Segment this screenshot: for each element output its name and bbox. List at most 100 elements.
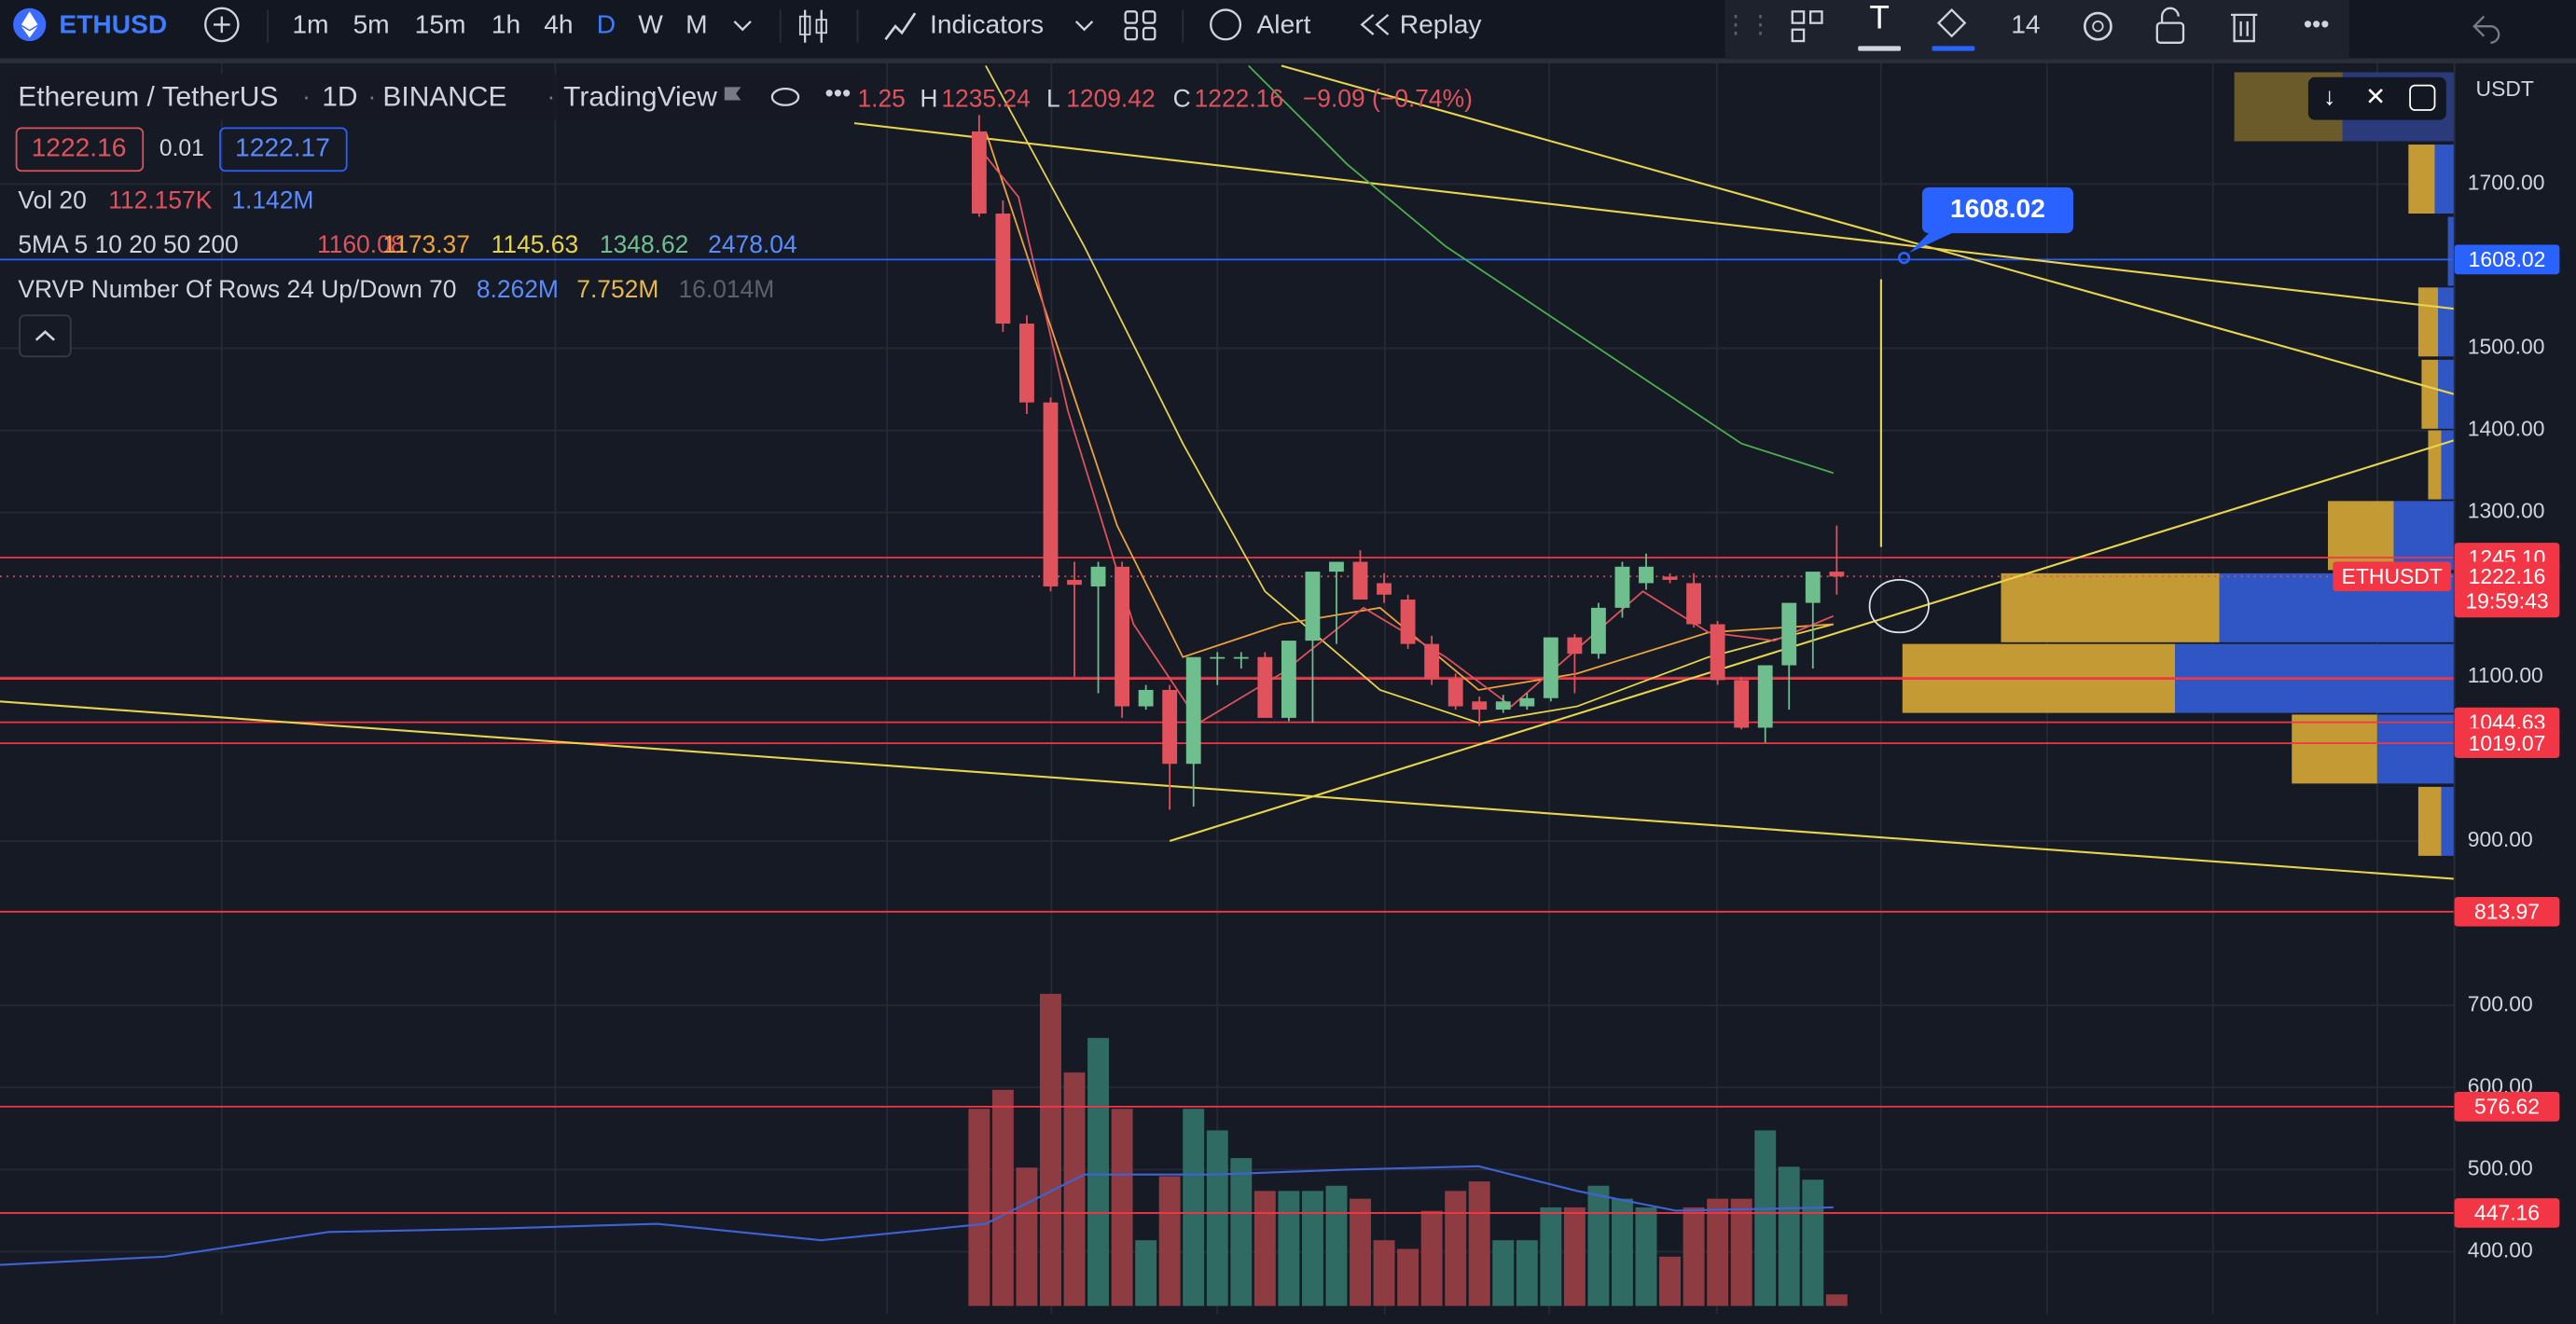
ma-label: 5MA 5 10 20 50 200 xyxy=(18,230,238,258)
y-tick-label: 900.00 xyxy=(2468,827,2533,851)
volume-bar xyxy=(1135,1240,1157,1306)
interval-button[interactable]: M xyxy=(686,9,707,39)
bid[interactable]: 1222.16 xyxy=(32,132,127,162)
candle-body xyxy=(1710,624,1725,681)
callout-label: 1608.02 xyxy=(1950,193,2045,223)
price-axis-labels: 1700.00 1500.00 1400.00 1300.00 1100.00 900.0… xyxy=(2333,170,2560,1262)
interval-button[interactable]: 1m xyxy=(292,9,328,39)
candle-body xyxy=(1400,600,1416,644)
volume-bar xyxy=(991,1089,1014,1306)
volume-bar xyxy=(1802,1179,1824,1306)
volume-bar xyxy=(1707,1198,1729,1306)
candle-body xyxy=(1115,566,1130,707)
ma-value: 1160.08 xyxy=(317,230,404,258)
volume-bar xyxy=(1825,1294,1848,1306)
symbol-button[interactable]: ETHUSD xyxy=(59,9,167,39)
volume-bar xyxy=(1087,1038,1109,1306)
currency-label[interactable]: USDT xyxy=(2476,76,2534,101)
ohlc-close: 1222.16 xyxy=(1195,84,1283,112)
candle-body xyxy=(1090,566,1106,586)
candle-body xyxy=(1757,665,1773,728)
horizontal-levels xyxy=(0,258,2455,1214)
volume-bar xyxy=(1253,1191,1276,1306)
chart-buttons[interactable]: ↓ ✕ xyxy=(2307,76,2446,120)
level-label: 576.62 xyxy=(2474,1095,2540,1119)
volume-bar xyxy=(1468,1181,1490,1306)
ma-value: 2478.04 xyxy=(708,230,796,258)
y-tick-label: 1300.00 xyxy=(2468,499,2545,523)
svg-text:↓: ↓ xyxy=(2323,83,2335,111)
level-label: 813.97 xyxy=(2474,900,2540,924)
vrvp-value: 8.262M xyxy=(477,275,559,303)
volume-bar xyxy=(1445,1191,1467,1306)
candle-body xyxy=(1734,680,1750,728)
svg-text:✕: ✕ xyxy=(2365,83,2386,111)
ma-value: 1145.63 xyxy=(492,230,578,258)
interval-button[interactable]: D xyxy=(597,9,616,39)
interval-button[interactable]: W xyxy=(638,9,663,39)
vrvp-label: VRVP Number Of Rows 24 Up/Down 70 xyxy=(18,275,456,303)
candle-body xyxy=(1495,701,1511,710)
candle-body xyxy=(1138,689,1154,707)
price-callout: 1608.02 xyxy=(1908,186,2073,254)
volume-bar xyxy=(1278,1191,1300,1306)
candle-body xyxy=(1281,641,1296,718)
alert-button[interactable]: Alert xyxy=(1257,9,1311,39)
volume-bar xyxy=(1111,1109,1133,1306)
interval-button[interactable]: 4h xyxy=(544,9,573,39)
volume-bar xyxy=(1540,1207,1562,1306)
y-tick-label: 1500.00 xyxy=(2468,335,2545,359)
candle-body xyxy=(1805,572,1821,603)
level-tag xyxy=(2454,1092,2560,1122)
level-tag xyxy=(2454,244,2560,275)
volume-bar xyxy=(1492,1240,1515,1306)
y-tick-label: 500.00 xyxy=(2468,1155,2533,1179)
svg-text:•••[interactable]: ••• xyxy=(824,79,851,107)
vrvp-value: 16.014M xyxy=(678,275,774,303)
candle-body xyxy=(1210,656,1226,659)
candle-body xyxy=(1185,656,1201,765)
ask[interactable]: 1222.17 xyxy=(235,132,330,162)
candle-body xyxy=(1829,572,1845,577)
candle-body xyxy=(1472,701,1488,710)
candle-body xyxy=(1424,643,1440,679)
candle-body xyxy=(1567,637,1583,655)
volume-bar xyxy=(1063,1072,1086,1306)
volume-bar xyxy=(1754,1130,1777,1306)
candle-body xyxy=(1377,583,1392,595)
svg-text:⋮⋮: ⋮⋮ xyxy=(1724,10,1773,38)
volume-bar xyxy=(1325,1185,1348,1306)
replay-button[interactable]: Replay xyxy=(1400,9,1483,39)
volume-ma xyxy=(0,1165,1834,1266)
candle-body xyxy=(1639,566,1654,584)
volume-bar xyxy=(1183,1109,1205,1306)
interval-button[interactable]: 15m xyxy=(415,9,466,39)
svg-text:•••: ••• xyxy=(2304,10,2330,38)
candle-body xyxy=(1329,561,1344,572)
volume-bar xyxy=(1683,1207,1705,1306)
candle-body xyxy=(1590,607,1606,655)
vol-value: 112.157K xyxy=(108,186,212,214)
y-tick-label: 1400.00 xyxy=(2468,417,2545,441)
y-tick-label: 1700.00 xyxy=(2468,170,2545,194)
interval-button[interactable]: 5m xyxy=(353,9,390,39)
vol-ma-value: 1.142M xyxy=(231,186,313,214)
indicators-button[interactable]: Indicators xyxy=(930,9,1044,39)
ohlc-l: L xyxy=(1046,84,1060,112)
candle-body xyxy=(1543,637,1558,698)
level-tag xyxy=(2454,728,2560,759)
ohlc-c: C xyxy=(1173,84,1191,112)
interval-button[interactable]: 1h xyxy=(492,9,520,39)
countdown: 19:59:43 xyxy=(2465,588,2548,613)
candle-body xyxy=(1018,324,1034,403)
candle-body xyxy=(1519,697,1535,707)
level-label: 447.16 xyxy=(2474,1201,2540,1225)
candle-body xyxy=(1352,561,1368,600)
volume-bar xyxy=(1040,993,1061,1306)
volume-bar xyxy=(1206,1130,1228,1306)
svg-text:·: · xyxy=(368,83,377,111)
volume-bar xyxy=(1563,1207,1586,1306)
font-size-button[interactable]: 14 xyxy=(2011,9,2040,39)
ma-value: 1173.37 xyxy=(382,230,469,258)
volume-bar xyxy=(1373,1240,1395,1306)
